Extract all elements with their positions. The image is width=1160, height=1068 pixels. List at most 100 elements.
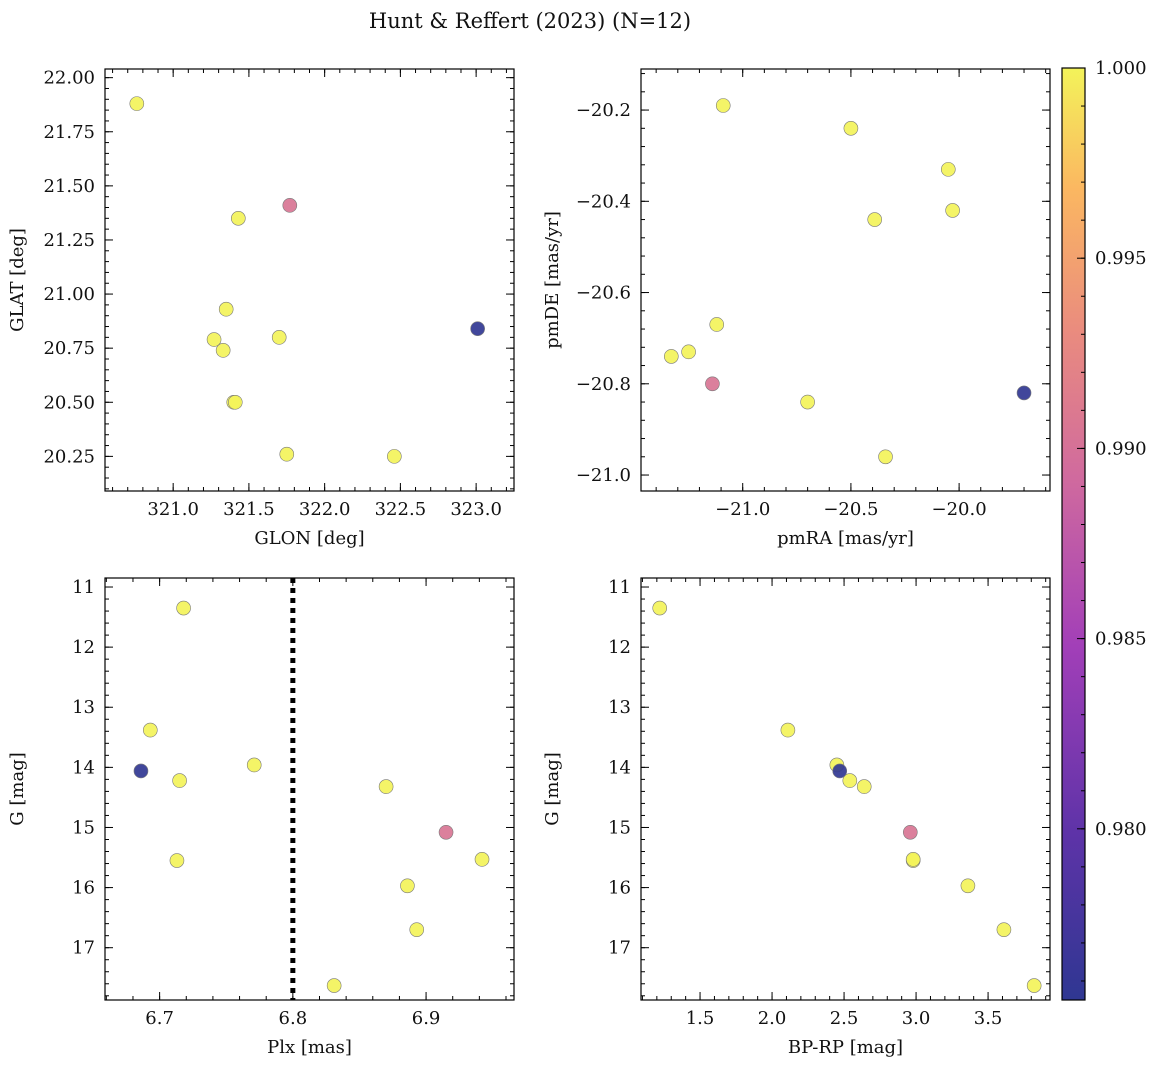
y-tick-label: 17 [608, 938, 631, 959]
data-point [856, 779, 872, 794]
data-point [246, 757, 262, 773]
data-point [709, 317, 725, 332]
x-tick-label: −21.0 [715, 499, 770, 520]
y-tick-label: 14 [608, 757, 631, 778]
data-point [1016, 385, 1032, 401]
data-point [842, 773, 858, 788]
y-axis-label: G [mag] [7, 752, 28, 825]
y-tick-label: 14 [72, 757, 95, 778]
data-point [279, 446, 295, 462]
x-tick-label: 322.0 [299, 499, 351, 520]
y-tick-label: 11 [72, 577, 95, 598]
x-tick-label: 2.5 [830, 1008, 859, 1029]
data-point [387, 449, 402, 464]
y-tick-label: −20.4 [576, 191, 631, 212]
x-tick-label: 322.5 [375, 499, 427, 520]
y-tick-label: 16 [72, 878, 95, 899]
y-tick-label: 22.00 [43, 68, 95, 89]
colorbar-tick-label: 0.990 [1095, 438, 1147, 459]
x-tick-label: 3.0 [902, 1008, 931, 1029]
data-point [940, 162, 956, 177]
data-point [326, 978, 342, 993]
colorbar: 0.980 0.985 0.990 0.995 1.000 [1061, 58, 1147, 1001]
panel-2: −21.0 −20.5 −20.0 −21.0 −20.8 −20.6 −20.4 −20.2… [542, 68, 1051, 549]
data-point [142, 722, 158, 738]
panel-4: 1.5 2.0 2.5 3.0 3.5 11 12 13 14 15 16 17 BP-RP [mag]… [542, 577, 1051, 1058]
data-point [903, 824, 918, 840]
data-point [400, 878, 415, 894]
y-tick-label: 13 [72, 697, 95, 718]
plot-frame [640, 68, 1051, 492]
x-axis-label: pmRA [mas/yr] [777, 528, 914, 549]
y-tick-label: 12 [72, 637, 95, 658]
data-point [206, 332, 222, 347]
data-point [218, 301, 234, 317]
y-axis-label: pmDE [mas/yr] [542, 211, 563, 349]
data-point [169, 853, 185, 868]
x-tick-label: 6.8 [279, 1008, 308, 1029]
data-point [681, 344, 696, 360]
x-tick-label: −20.5 [823, 499, 878, 520]
x-tick-label: 2.0 [758, 1008, 787, 1029]
data-point [129, 96, 145, 111]
y-tick-label: 21.50 [43, 176, 95, 197]
panel-1: 321.0 321.5 322.0 322.5 323.0 20.25 20.50 20.75… [7, 68, 515, 549]
x-axis-label: BP-RP [mag] [788, 1037, 903, 1058]
y-tick-label: 16 [608, 878, 631, 899]
colorbar-tick-label: 0.995 [1095, 248, 1147, 269]
colorbar-gradient [1061, 67, 1086, 1001]
data-point [378, 779, 394, 794]
data-point [867, 212, 883, 227]
data-point [996, 922, 1012, 937]
y-tick-label: 21.25 [43, 230, 95, 251]
x-tick-label: 3.5 [974, 1008, 1003, 1029]
y-tick-label: 15 [608, 817, 631, 838]
y-tick-label: 20.75 [43, 338, 95, 359]
x-tick-label: −20.0 [932, 499, 987, 520]
y-tick-label: 15 [72, 817, 95, 838]
data-point [715, 98, 731, 113]
data-point [438, 824, 454, 840]
y-tick-label: 20.25 [43, 446, 95, 467]
data-point [652, 600, 668, 616]
data-point [474, 852, 490, 867]
y-axis-label: G [mag] [542, 752, 563, 825]
y-tick-label: 21.75 [43, 122, 95, 143]
data-point [945, 203, 960, 218]
data-point [780, 722, 796, 738]
data-point [832, 763, 848, 779]
y-axis-label: GLAT [deg] [7, 228, 28, 332]
y-tick-label: 17 [72, 938, 95, 959]
y-tick-label: 20.50 [43, 392, 95, 413]
y-tick-label: 12 [608, 637, 631, 658]
data-point [843, 121, 859, 136]
data-point [1026, 978, 1042, 993]
y-tick-label: −21.0 [576, 465, 631, 486]
plot-frame [104, 577, 515, 1001]
x-tick-label: 6.9 [412, 1008, 441, 1029]
y-tick-label: 11 [608, 577, 631, 598]
x-tick-label: 1.5 [686, 1008, 715, 1029]
x-tick-label: 323.0 [450, 499, 502, 520]
data-point [470, 321, 485, 336]
data-point [409, 922, 425, 937]
plot-frame [640, 577, 1051, 1001]
data-point [133, 763, 149, 779]
y-tick-label: 13 [608, 697, 631, 718]
data-point [905, 852, 921, 867]
y-tick-label: −20.8 [576, 374, 631, 395]
x-tick-label: 321.0 [147, 499, 199, 520]
x-tick-label: 321.5 [223, 499, 275, 520]
data-point [215, 343, 231, 358]
scatter-panels: 321.0 321.5 322.0 322.5 323.0 20.25 20.50 20.75… [7, 68, 1051, 1058]
plot-frame [104, 68, 515, 492]
figure-title: Hunt & Reffert (2023) (N=12) [369, 9, 691, 33]
y-tick-label: 21.00 [43, 284, 95, 305]
data-point [663, 349, 679, 364]
data-point [227, 394, 243, 410]
data-point [960, 878, 976, 894]
data-point [271, 330, 287, 345]
data-point [705, 376, 720, 392]
data-point [800, 394, 815, 410]
